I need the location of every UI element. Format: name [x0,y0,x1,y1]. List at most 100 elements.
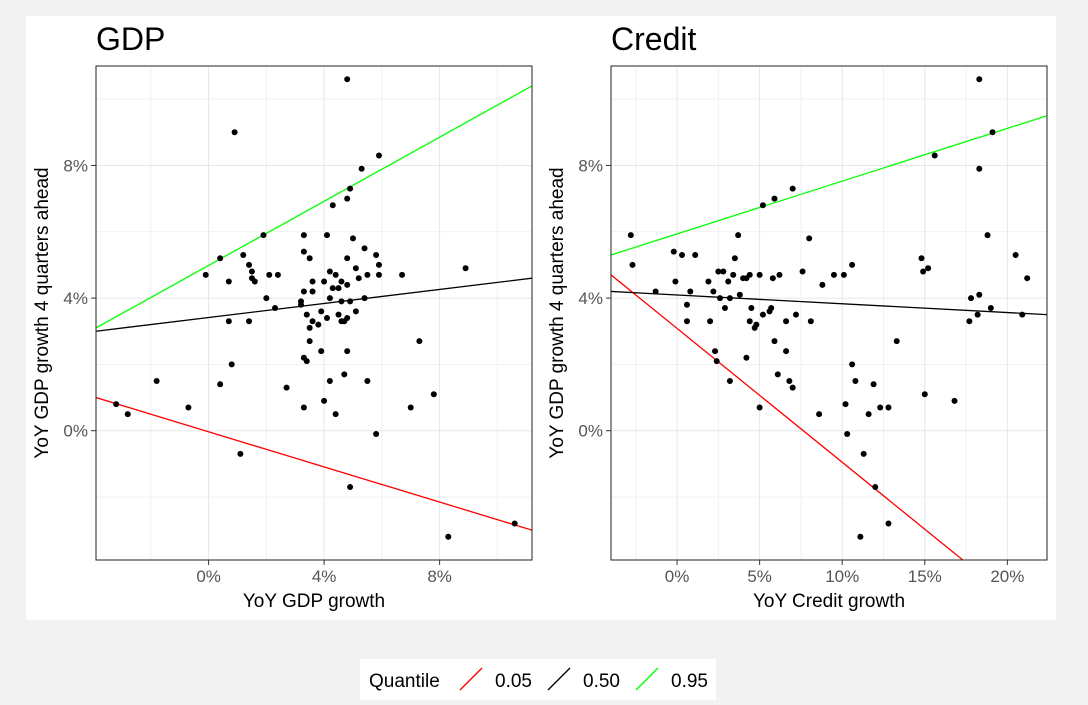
credit-chart-title: Credit [611,21,696,57]
gdp-point-20 [375,261,382,268]
credit-point-29 [830,271,837,278]
credit-point-41 [736,291,743,298]
gdp-point-73 [217,381,224,388]
credit-point-57 [707,318,714,325]
gdp-point-83 [113,401,120,408]
credit-point-19 [925,265,932,272]
gdp-point-87 [347,484,354,491]
gdp-point-30 [338,278,345,285]
credit-point-80 [877,404,884,411]
credit-point-74 [852,377,859,384]
credit-point-28 [799,268,806,275]
gdp-point-44 [263,295,270,302]
credit-point-40 [710,288,717,295]
credit-points [627,76,1031,540]
gdp-point-77 [430,391,437,398]
gdp-point-65 [416,338,423,345]
credit-point-87 [872,484,879,491]
gdp-point-26 [326,268,333,275]
credit-point-1 [989,129,996,136]
credit-point-65 [893,338,900,345]
credit-point-4 [789,185,796,192]
gdp-point-46 [326,295,333,302]
gdp-quantile-line-0.50 [96,277,532,332]
gdp-point-54 [323,314,330,321]
credit-point-20 [920,268,927,275]
gdp-point-37 [321,278,328,285]
credit-point-9 [806,235,813,242]
gdp-point-34 [462,265,469,272]
credit-point-76 [789,384,796,391]
gdp-point-47 [338,298,345,305]
gdp-point-22 [202,271,209,278]
gdp-point-11 [217,255,224,262]
credit-point-82 [816,411,823,418]
credit-point-27 [776,271,783,278]
credit-point-61 [807,318,814,325]
credit-quantile-lines [611,115,1047,560]
gdp-point-27 [352,265,359,272]
gdp-quantile-lines [96,85,532,531]
gdp-point-36 [309,278,316,285]
credit-quantile-line-0.05 [611,274,964,560]
credit-point-84 [865,411,872,418]
gdp-y-tick-label-2: 8% [63,156,88,175]
credit-point-26 [756,271,763,278]
gdp-point-81 [407,404,414,411]
legend-key-0.05 [459,667,483,691]
credit-point-45 [726,295,733,302]
gdp-point-78 [321,397,328,404]
credit-point-34 [725,278,732,285]
gdp-y-tick-label-1: 4% [63,289,88,308]
gdp-point-82 [332,411,339,418]
credit-point-33 [705,278,712,285]
credit-point-15 [918,255,925,262]
credit-point-60 [783,318,790,325]
gdp-point-43 [361,295,368,302]
credit-x-tick-label-3: 15% [908,567,942,586]
credit-point-31 [1024,275,1031,282]
credit-quantile-line-0.95 [611,115,1047,256]
gdp-point-9 [323,232,330,239]
credit-point-85 [844,431,851,438]
credit-y-tick-label-2: 8% [578,156,603,175]
gdp-point-89 [445,533,452,540]
gdp-point-14 [361,245,368,252]
gdp-point-31 [355,275,362,282]
gdp-point-64 [306,338,313,345]
gdp-plot-border [95,65,533,561]
gdp-point-28 [364,271,371,278]
credit-point-75 [870,381,877,388]
credit-point-32 [672,278,679,285]
gdp-quantile-line-0.95 [96,85,532,329]
gdp-point-23 [225,278,232,285]
gdp-point-5 [344,195,351,202]
legend: Quantile 0.05 0.50 0.95 [360,659,716,700]
credit-point-79 [756,404,763,411]
gdp-point-41 [329,285,336,292]
gdp-point-4 [347,185,354,192]
legend-title: Quantile [369,671,440,692]
credit-x-axis-title: YoY Credit growth [753,591,905,612]
gdp-quantile-line-0.05 [96,396,532,531]
gdp-point-79 [185,404,192,411]
credit-point-53 [792,311,799,318]
gdp-point-3 [358,165,365,172]
credit-y-axis-title: YoY GDP growth 4 quarters ahead [547,167,568,458]
credit-quantile-line-0.50 [611,290,1047,316]
gdp-point-50 [298,301,305,308]
credit-point-42 [976,291,983,298]
gdp-point-53 [309,318,316,325]
gdp-point-42 [344,281,351,288]
credit-point-52 [766,308,773,315]
gdp-point-66 [318,348,325,355]
gdp-point-86 [237,450,244,457]
gdp-point-49 [318,308,325,315]
credit-chart: Credit YoY Credit growth YoY GDP growth … [547,21,1048,612]
gdp-point-15 [373,251,380,258]
credit-point-39 [687,288,694,295]
credit-point-37 [819,281,826,288]
credit-point-55 [1019,311,1026,318]
